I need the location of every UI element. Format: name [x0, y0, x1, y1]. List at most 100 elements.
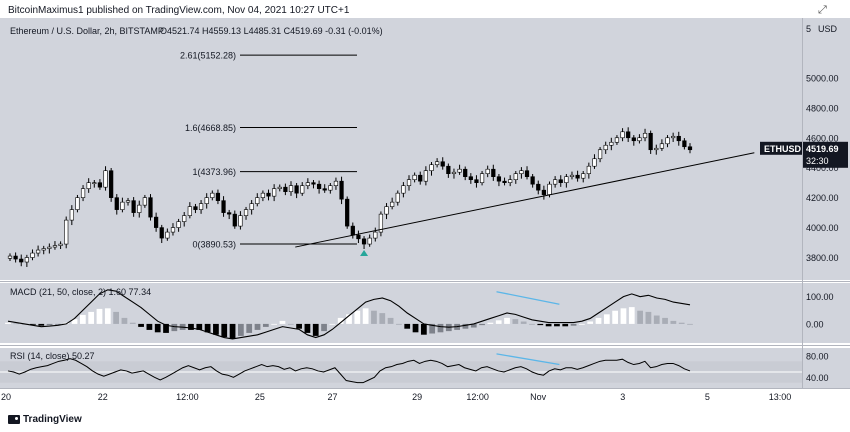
candle-up — [137, 204, 142, 213]
candle-up — [451, 171, 457, 175]
candle-down — [322, 188, 327, 191]
candle-up — [288, 185, 294, 192]
macd-histogram-bar — [504, 317, 510, 324]
time-tick-label: 12:00 — [176, 392, 199, 402]
candle-down — [687, 146, 693, 151]
candle-up — [519, 170, 524, 175]
fib-level-label: 0(3890.53) — [192, 239, 236, 249]
price-tick-label: 4000.00 — [806, 223, 839, 233]
candle-up — [485, 168, 490, 175]
ascending-trendline — [295, 152, 755, 248]
candle-up — [69, 209, 74, 221]
candle-down — [356, 234, 361, 240]
candle-up — [671, 135, 676, 139]
macd-histogram-bar — [304, 323, 311, 333]
candle-down — [97, 182, 103, 188]
candle-down — [114, 197, 119, 210]
macd-divergence-line — [496, 291, 560, 305]
low-marker-icon — [360, 249, 369, 256]
tradingview-logo-icon — [8, 414, 20, 424]
chart-svg: 0(3890.53) 1(4373.96) 1.6(4668.85) 2.61(515… — [0, 18, 850, 402]
candle-down — [463, 168, 468, 177]
macd-tick-label: 100.00 — [806, 292, 834, 302]
candle-down — [474, 179, 479, 183]
macd-histogram-bar — [537, 323, 544, 326]
fullscreen-icon[interactable]: ⤢ — [818, 4, 827, 16]
candle-down — [502, 180, 507, 183]
candle-up — [64, 219, 69, 245]
candle-up — [597, 149, 603, 160]
candle-down — [575, 174, 580, 179]
macd-histogram-bar — [262, 323, 269, 327]
macd-histogram-bar — [404, 323, 411, 329]
time-tick-label: 12:00 — [466, 392, 489, 402]
candle-up — [182, 215, 187, 222]
macd-histogram-bar — [620, 308, 627, 324]
candle-up — [80, 188, 86, 198]
candle-up — [637, 137, 642, 142]
last-price-countdown: 32:30 — [806, 156, 829, 166]
candle-up — [642, 132, 648, 139]
macd-histogram-bar — [371, 310, 377, 324]
last-price-symbol: ETHUSD — [764, 144, 802, 154]
chart-frame: 0(3890.53) 1(4373.96) 1.6(4668.85) 2.61(515… — [0, 18, 850, 408]
price-tick-label: 3800.00 — [806, 253, 839, 263]
macd-histogram-bar — [196, 323, 203, 330]
tradingview-brand: TradingView — [23, 414, 82, 425]
macd-histogram-bar — [13, 323, 20, 325]
macd-histogram-bar — [221, 323, 228, 338]
candle-up — [41, 248, 46, 251]
macd-histogram-bar — [213, 323, 219, 335]
macd-histogram-bar — [387, 317, 394, 324]
macd-histogram-bar — [38, 323, 45, 326]
candle-up — [423, 170, 428, 182]
macd-legend: MACD (21, 50, close, 2) 1.60 77.34 — [10, 287, 151, 297]
macd-histogram-bar — [279, 320, 286, 324]
macd-histogram-bar — [146, 323, 153, 330]
candle-down — [361, 238, 367, 245]
candle-down — [311, 182, 316, 185]
candle-up — [508, 179, 513, 183]
candle-down — [682, 140, 687, 148]
candle-up — [592, 158, 597, 167]
macd-histogram-bar — [238, 323, 244, 336]
macd-histogram-bar — [163, 323, 169, 333]
macd-histogram-bar — [79, 314, 86, 324]
macd-histogram-bar — [429, 323, 436, 334]
candle-down — [418, 174, 423, 182]
macd-histogram-bar — [562, 323, 569, 327]
macd-histogram-bar — [662, 317, 668, 324]
macd-tick-label: 0.00 — [806, 319, 824, 329]
candle-up — [277, 186, 282, 189]
candle-up — [665, 137, 670, 145]
candle-up — [210, 192, 215, 198]
candle-up — [401, 185, 406, 194]
macd-histogram-bar — [121, 317, 128, 324]
ohlc-legend: O4521.74 H4559.13 L4485.31 C4519.69 -0.3… — [160, 26, 383, 36]
symbol-legend: Ethereum / U.S. Dollar, 2h, BITSTAMP — [10, 26, 164, 36]
candle-down — [283, 186, 288, 192]
currency-label: USD — [818, 24, 838, 34]
candle-down — [558, 179, 563, 183]
time-tick-label: 25 — [255, 392, 265, 402]
macd-histogram-bar — [412, 323, 419, 333]
macd-histogram-bar — [437, 323, 444, 333]
macd-histogram-bar — [254, 323, 261, 330]
candle-up — [35, 249, 41, 254]
candle-down — [159, 227, 164, 239]
candle-down — [215, 192, 221, 201]
candle-down — [109, 170, 114, 198]
candle-up — [249, 203, 254, 210]
rsi-tick-label: 80.00 — [806, 352, 829, 362]
candle-up — [406, 179, 412, 186]
macd-histogram-bar — [479, 323, 485, 326]
price-tick-label: 4800.00 — [806, 103, 839, 113]
candle-up — [165, 231, 170, 239]
candle-down — [19, 258, 24, 263]
candle-down — [316, 183, 322, 189]
candle-up — [305, 182, 310, 186]
candle-up — [170, 227, 176, 233]
candle-up — [142, 197, 147, 206]
candle-up — [176, 221, 181, 228]
candle-up — [300, 185, 305, 194]
